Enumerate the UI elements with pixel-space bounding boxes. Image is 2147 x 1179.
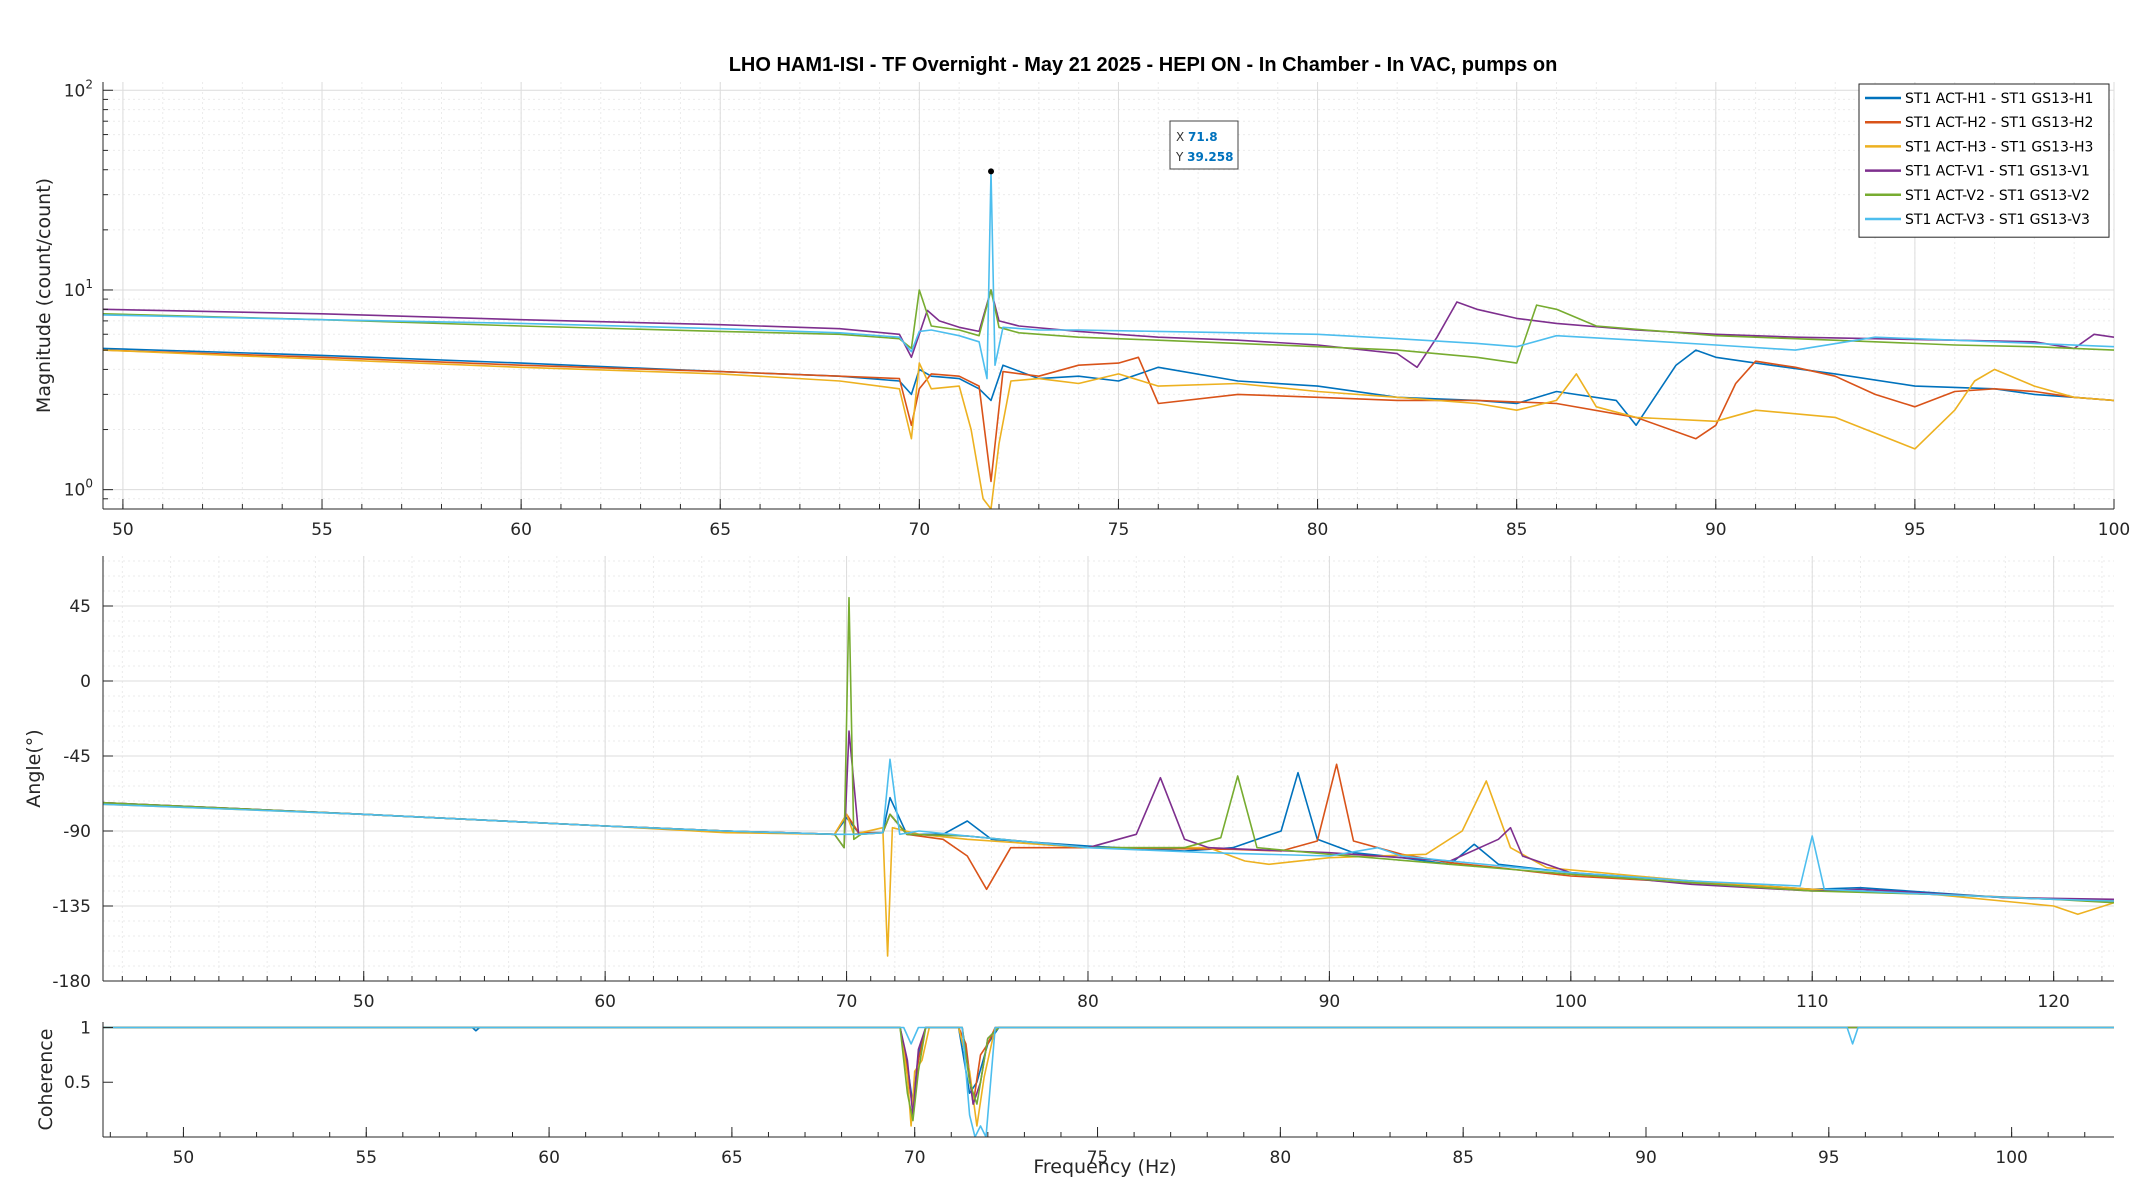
x-tick-label: 60 [594,992,616,1012]
y-tick-label: 0.5 [64,1073,91,1093]
datatip-marker [988,168,995,175]
x-tick-label: 55 [355,1148,377,1168]
x-tick-label: 50 [173,1148,195,1168]
x-tick-label: 110 [1796,992,1828,1012]
grid-magnitude [103,82,2115,510]
x-tick-label: 90 [1635,1148,1657,1168]
x-tick-label: 100 [1995,1148,2027,1168]
x-tick-label: 95 [1818,1148,1840,1168]
series-line-6 [103,1026,2114,1137]
chart-title: LHO HAM1-ISI - TF Overnight - May 21 202… [729,54,1558,76]
series-line-1 [103,347,2114,427]
y-axis-label: Coherence [35,1029,57,1131]
series-line-3 [103,1026,2114,1127]
legend-label: ST1 ACT-H3 - ST1 GS13-H3 [1905,139,2093,155]
series-group-coherence [103,1026,2114,1137]
x-tick-label: 95 [1904,520,1926,540]
y-tick-label: 45 [69,597,91,617]
x-axis-label: Frequency (Hz) [1033,1156,1176,1178]
panel-coherence: 50 55 60 65 70 75 80 85 90 95 100 0.5 1 Coherence [35,1018,2114,1168]
legend-label: ST1 ACT-H1 - ST1 GS13-H1 [1905,91,2093,107]
panel-phase: 50 60 70 80 90 100 110 120 -180 -135 -90 -45 0 45 Angl… [23,556,2114,1012]
y-tick-label: 102 [64,77,93,101]
y-tick-label: -45 [63,747,91,767]
series-line-6 [103,758,2114,902]
x-tick-label: 80 [1270,1148,1292,1168]
legend-label: ST1 ACT-V1 - ST1 GS13-V1 [1905,164,2090,180]
x-tick-label: 100 [2098,520,2130,540]
series-line-5 [103,289,2114,364]
series-line-4 [103,289,2114,369]
y-tick-label: -90 [63,822,91,842]
x-tick-label: 70 [904,1148,926,1168]
series-line-2 [103,349,2114,483]
legend-box [1858,83,2110,238]
x-tick-label: 85 [1452,1148,1474,1168]
datatip-y: Y 39.258 [1175,150,1233,164]
series-line-3 [103,780,2114,957]
series-line-5 [103,1026,2114,1122]
x-tick-label: 80 [1307,520,1329,540]
series-line-2 [103,1026,2114,1111]
panel-magnitude: 50 55 60 65 70 75 80 85 90 95 100 100 101 102 Magnitud… [33,77,2130,540]
x-tick-label: 70 [909,520,931,540]
y-tick-label: 0 [80,672,91,692]
series-group-phase [103,596,2114,957]
legend-label: ST1 ACT-V3 - ST1 GS13-V3 [1905,212,2090,228]
series-line-3 [103,349,2114,509]
x-tick-label: 65 [721,1148,743,1168]
y-tick-label: 101 [64,277,93,301]
x-tick-label: 75 [1108,520,1130,540]
x-tick-label: 75 [1087,1148,1109,1168]
x-tick-label: 55 [311,520,333,540]
x-tick-label: 60 [510,520,532,540]
y-axis-label: Magnitude (count/count) [33,178,55,413]
x-tick-label: 50 [353,992,375,1012]
series-line-1 [103,1026,2114,1105]
x-tick-label: 85 [1506,520,1528,540]
x-tick-label: 70 [836,992,858,1012]
series-line-6 [103,170,2114,380]
y-tick-label: 1 [80,1018,91,1038]
legend-label: ST1 ACT-V2 - ST1 GS13-V2 [1905,188,2090,204]
x-tick-label: 80 [1077,992,1099,1012]
x-tick-label: 100 [1555,992,1587,1012]
series-line-4 [103,1026,2114,1116]
legend-label: ST1 ACT-H2 - ST1 GS13-H2 [1905,115,2093,131]
grid-phase [103,556,2114,982]
y-tick-label: -135 [52,897,91,917]
x-tick-label: 90 [1705,520,1727,540]
x-tick-label: 50 [112,520,134,540]
x-tick-label: 120 [2037,992,2069,1012]
series-group-magnitude [103,170,2114,509]
y-tick-label: -180 [52,972,91,992]
x-tick-label: 90 [1319,992,1341,1012]
y-tick-label: 100 [64,477,93,501]
datatip-box [1169,120,1239,170]
x-tick-label: 60 [538,1148,560,1168]
x-tick-label: 65 [709,520,731,540]
datatip-x: X 71.8 [1176,130,1218,144]
y-axis-label: Angle(°) [23,729,45,807]
